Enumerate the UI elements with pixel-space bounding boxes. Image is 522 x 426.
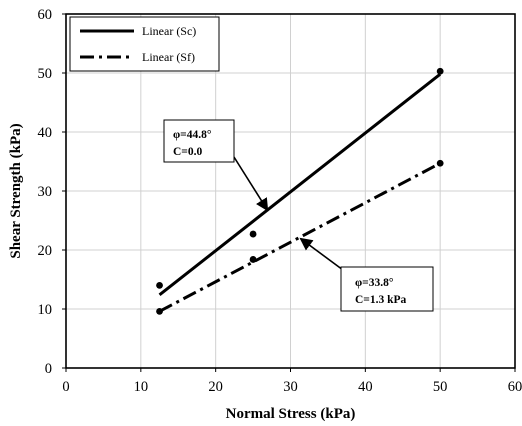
y-tick-label: 0 — [45, 361, 52, 377]
annotation-friction-angle-sc: φ=44.8° — [173, 129, 212, 141]
data-point-sf — [249, 256, 257, 263]
x-tick-label: 40 — [358, 379, 373, 395]
series-lines — [158, 73, 442, 313]
data-point-sc — [436, 67, 444, 75]
y-tick-label: 60 — [38, 7, 53, 23]
data-point-sc — [249, 230, 257, 238]
x-axis-ticks: 0 10 20 30 40 50 60 — [62, 368, 522, 395]
annotation-box-sf — [340, 266, 434, 312]
x-tick-label: 10 — [134, 379, 149, 395]
series-points — [156, 67, 444, 315]
y-tick-label: 40 — [38, 125, 53, 141]
legend-label-sc: Linear (Sc) — [142, 24, 196, 38]
series-line-sc — [158, 73, 442, 297]
series-line-sf — [158, 161, 441, 313]
y-tick-label: 50 — [38, 66, 53, 82]
x-tick-label: 60 — [508, 379, 522, 395]
y-tick-label: 30 — [38, 184, 53, 200]
y-axis-title: Shear Strength (kPa) — [8, 123, 24, 258]
annotation-cohesion-sf: C=1.3 kPa — [355, 294, 407, 306]
legend-label-sf: Linear (Sf) — [142, 50, 195, 64]
data-point-sc — [156, 282, 163, 289]
annotation-friction-angle-sf: φ=33.8° — [355, 277, 394, 289]
x-tick-label: 30 — [283, 379, 298, 395]
x-tick-label: 20 — [208, 379, 223, 395]
annotation-sf: φ=33.8° C=1.3 kPa — [299, 237, 434, 312]
legend: Linear (Sc) Linear (Sf) — [69, 16, 220, 72]
data-point-sf — [156, 307, 163, 315]
y-tick-label: 10 — [38, 302, 53, 318]
annotation-box-sc — [163, 119, 235, 163]
legend-box — [69, 16, 220, 72]
y-tick-label: 20 — [38, 243, 53, 259]
x-tick-label: 0 — [62, 379, 69, 395]
annotation-arrow-sf — [299, 237, 344, 271]
y-axis-ticks: 0 10 20 30 40 50 60 — [38, 7, 66, 377]
x-tick-label: 50 — [433, 379, 448, 395]
annotation-sc: φ=44.8° C=0.0 — [163, 119, 269, 212]
annotation-cohesion-sc: C=0.0 — [173, 146, 202, 158]
annotation-arrow-sc — [233, 156, 269, 212]
data-point-sf — [436, 159, 444, 167]
x-axis-title: Normal Stress (kPa) — [226, 406, 356, 422]
